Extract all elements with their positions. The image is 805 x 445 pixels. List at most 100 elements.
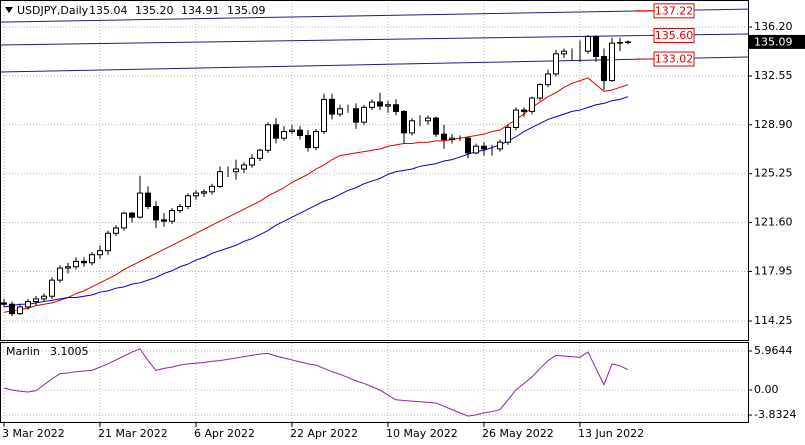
candle-body: [585, 35, 591, 52]
candle-body: [169, 210, 175, 222]
candle-body: [193, 192, 199, 197]
candle-body: [17, 306, 23, 315]
candle-body: [289, 129, 295, 133]
candle-body: [609, 42, 615, 82]
x-tick-label: 13 Jun 2022: [578, 427, 644, 440]
candle-body: [409, 120, 415, 134]
candle-body: [369, 101, 375, 108]
candle-body: [433, 117, 439, 135]
open-value: 135.04: [89, 4, 128, 17]
candle-body: [393, 104, 399, 112]
candle-body: [545, 73, 551, 86]
candle-body: [353, 108, 359, 123]
candle-body: [529, 97, 535, 112]
candle-body: [201, 191, 207, 194]
indicator-line: [3, 348, 629, 417]
candle-body: [481, 145, 487, 150]
candle-body: [177, 205, 183, 212]
candle-body: [1, 302, 7, 305]
trend-line: [0, 33, 749, 46]
candle-body: [361, 106, 367, 123]
y-tick-label: -3.8324: [754, 408, 796, 421]
price-label: 137.22: [655, 4, 694, 17]
marks-layer: [0, 8, 749, 417]
price-label: 133.02: [655, 53, 694, 66]
x-tick-label: 10 May 2022: [386, 427, 458, 440]
candle-body: [401, 110, 407, 134]
candle-body: [73, 260, 79, 268]
collapse-icon[interactable]: [5, 7, 13, 13]
candle-body: [257, 149, 263, 159]
candle-body: [337, 108, 343, 115]
close-value: 135.09: [227, 4, 266, 17]
candle-body: [121, 212, 127, 229]
candle-body: [105, 232, 111, 252]
candle-body: [129, 212, 135, 218]
chart-title: USDJPY,Daily: [17, 4, 89, 17]
candle-body: [273, 124, 279, 139]
candle-body: [537, 84, 543, 99]
x-tick-label: 22 Apr 2022: [290, 427, 358, 440]
candle-body: [281, 131, 287, 139]
candle-body: [153, 205, 159, 221]
candle-body: [241, 164, 247, 170]
candle-body: [313, 131, 319, 149]
candle-body: [513, 109, 519, 128]
moving-average-line: [3, 96, 629, 308]
candle-body: [33, 298, 39, 303]
candle-body: [217, 171, 223, 187]
candle-body: [233, 168, 239, 173]
candle-body: [593, 35, 599, 58]
y-tick-label: 0.00: [754, 383, 779, 396]
candle-body: [57, 267, 63, 281]
candle-body: [249, 157, 255, 166]
x-tick-label: 3 Mar 2022: [2, 427, 65, 440]
candle-body: [137, 192, 143, 218]
candle-body: [425, 117, 431, 122]
candle-body: [601, 56, 607, 82]
price-label-box: [653, 27, 695, 43]
candle-body: [473, 145, 479, 154]
y-tick-label: 132.55: [754, 69, 793, 82]
indicator-value: 3.1005: [50, 345, 89, 358]
candle-body: [625, 41, 631, 44]
candle-body: [441, 133, 447, 141]
candle-body: [209, 185, 215, 193]
candle-body: [145, 192, 151, 207]
candle-body: [553, 53, 559, 75]
x-tick-label: 26 May 2022: [482, 427, 554, 440]
labels-layer: 136.20 132.55 128.90 125.25 121.60 117.95 114.…: [2, 3, 805, 440]
candle-body: [521, 109, 527, 112]
main-pane-frame: [0, 0, 749, 341]
y-tick-label: 121.60: [754, 216, 793, 229]
y-tick-label: 5.9644: [754, 344, 793, 357]
y-tick-label: 117.95: [754, 264, 793, 277]
candle-body: [297, 129, 303, 137]
candle-body: [265, 124, 271, 151]
x-tick-label: 6 Apr 2022: [194, 427, 255, 440]
candle-body: [49, 279, 55, 297]
candle-body: [41, 295, 47, 300]
candle-body: [65, 266, 71, 269]
indicator-pane-frame: [0, 342, 749, 423]
grid-layer: [0, 0, 748, 423]
candle-body: [385, 104, 391, 107]
candle-body: [113, 227, 119, 234]
candle-body: [497, 141, 503, 150]
candle-body: [185, 195, 191, 207]
candle-body: [465, 137, 471, 154]
candle-body: [89, 254, 95, 264]
candle-body: [81, 260, 87, 264]
candle-body: [305, 135, 311, 149]
y-tick-label: 128.90: [754, 118, 793, 131]
candle-body: [505, 126, 511, 143]
current-price-label: 135.09: [754, 35, 793, 48]
trend-line: [0, 56, 749, 73]
high-value: 135.20: [135, 4, 174, 17]
y-tick-label: 125.25: [754, 167, 793, 180]
candle-body: [161, 219, 167, 222]
price-label: 135.60: [655, 29, 694, 42]
candle-body: [449, 137, 455, 141]
y-tick-label: 136.20: [754, 20, 793, 33]
